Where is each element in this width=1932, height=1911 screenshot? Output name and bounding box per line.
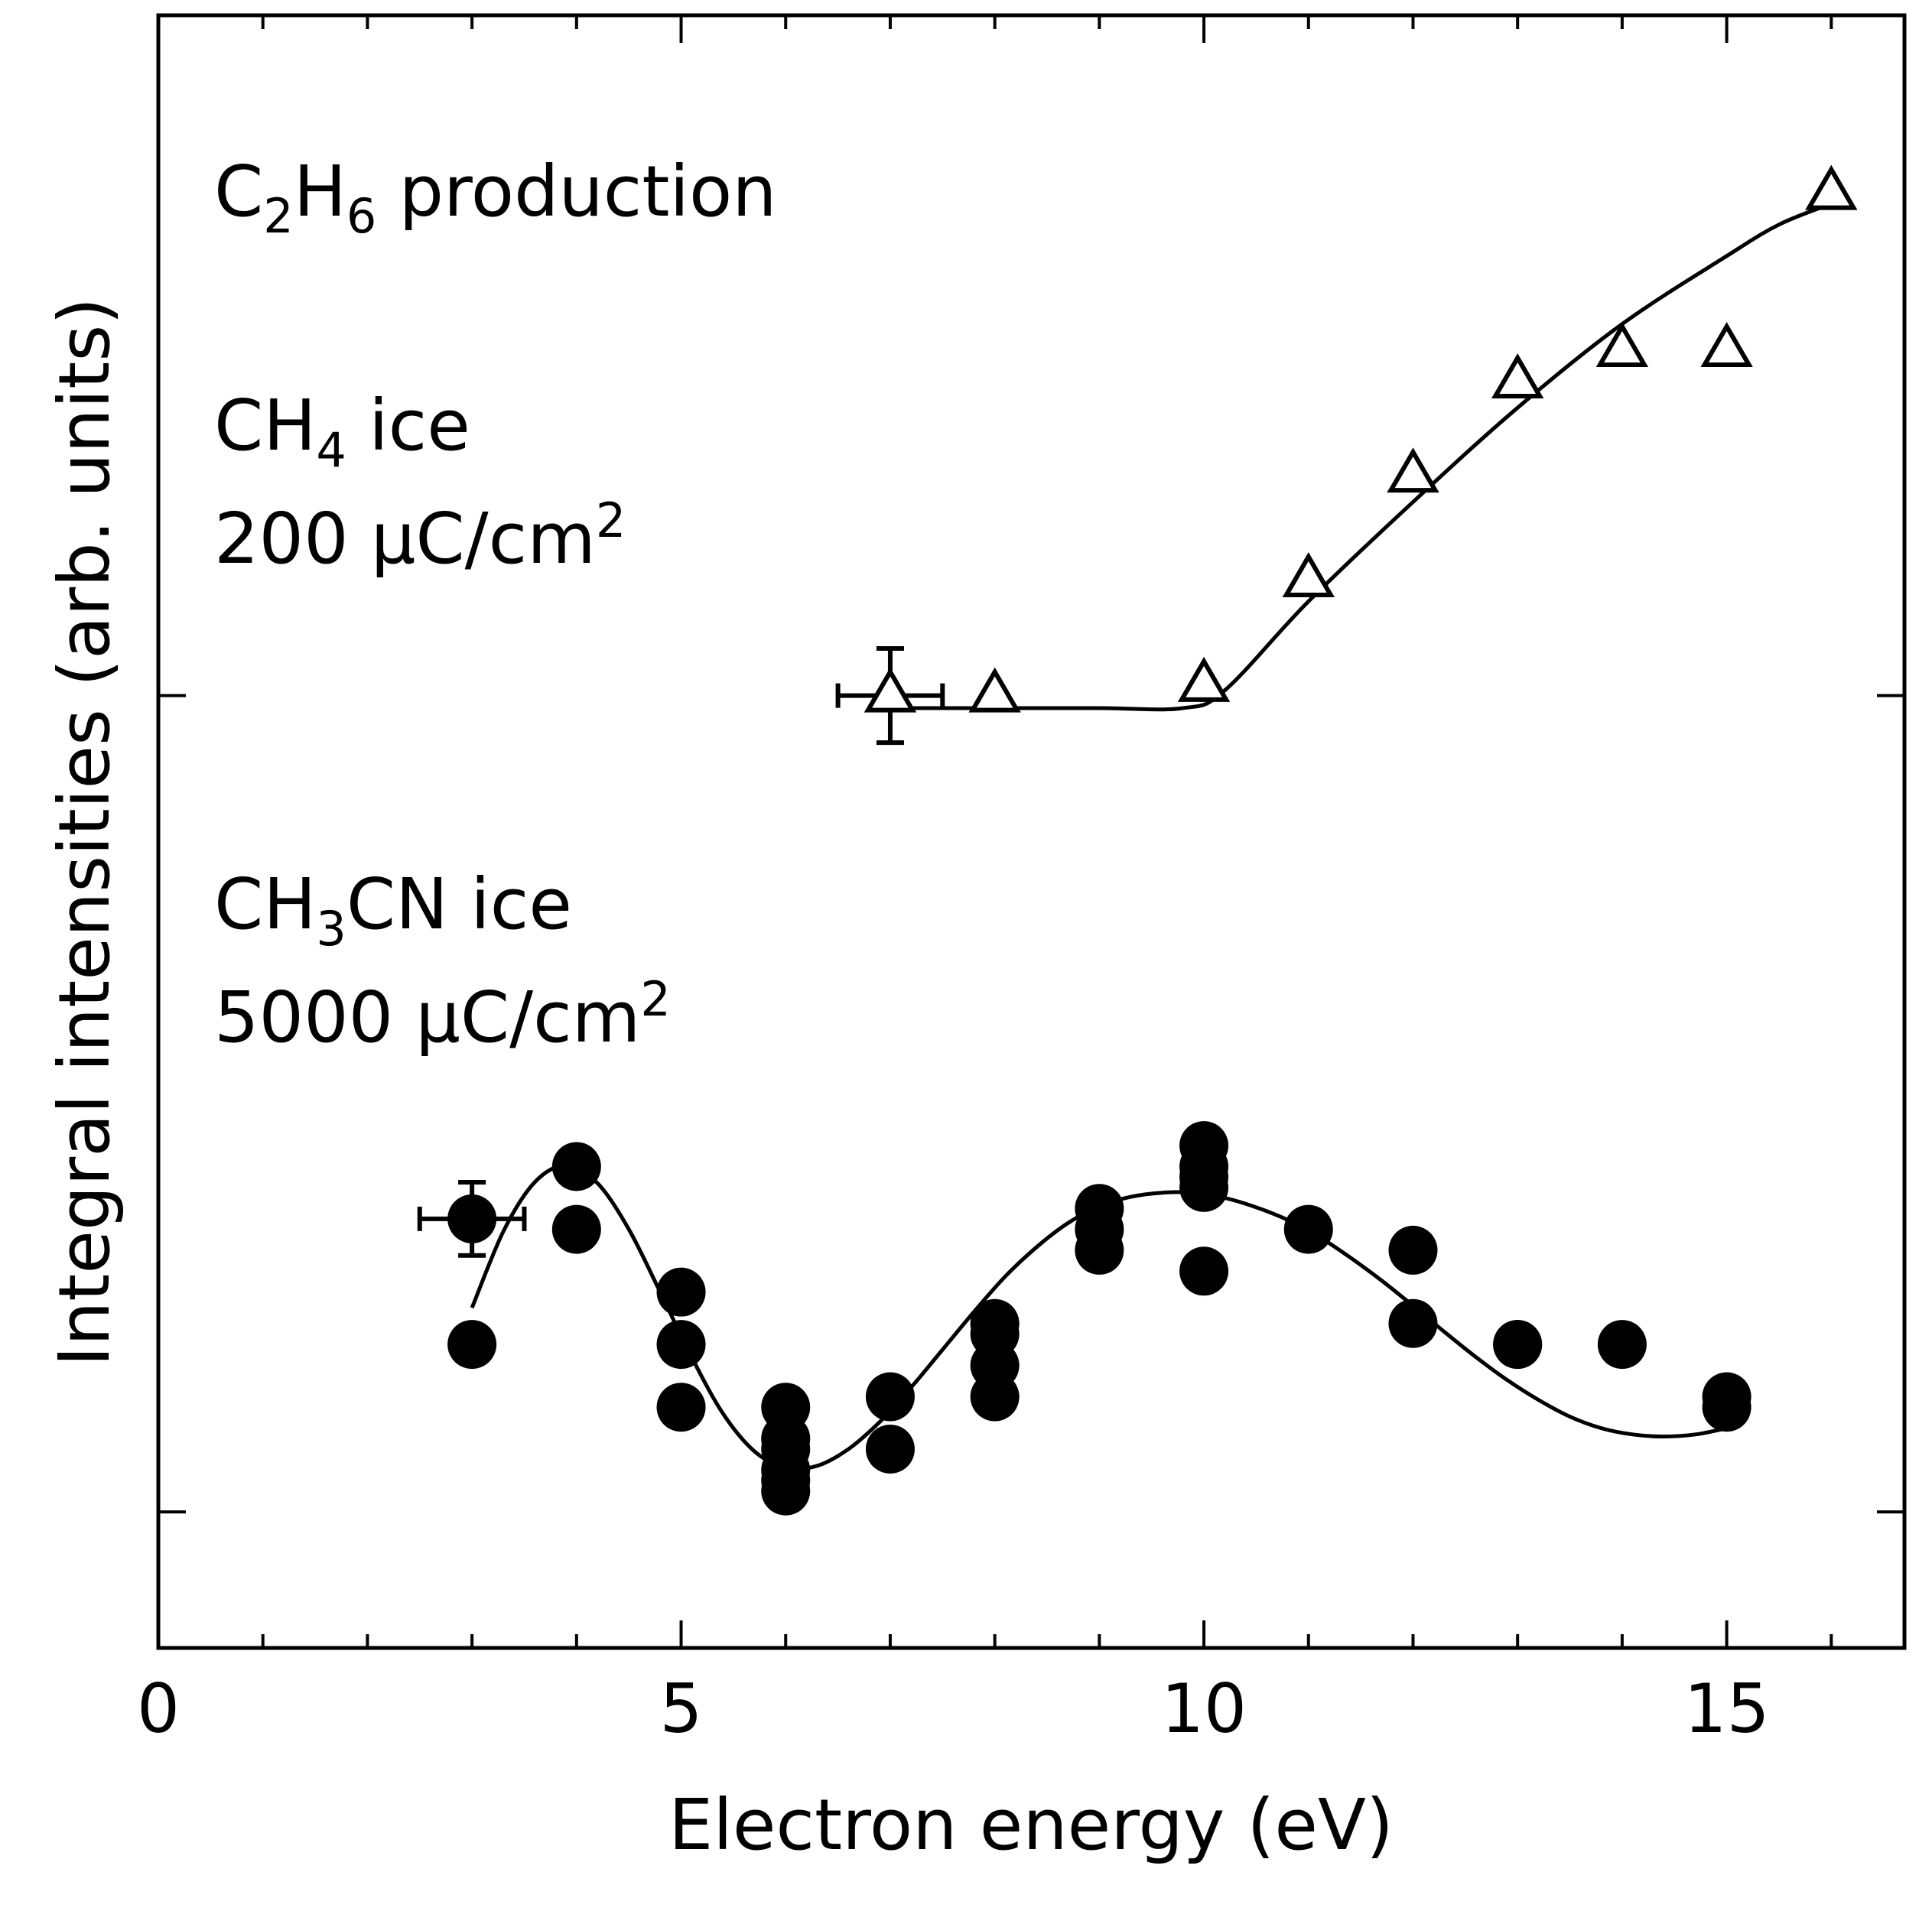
annotation-part: 3 — [316, 901, 346, 957]
marker-circle — [1493, 1320, 1543, 1370]
annotation-part: H — [294, 151, 346, 232]
marker-circle — [1702, 1383, 1751, 1432]
annotation-ch4-dose: 200 μC/cm2 — [214, 492, 626, 580]
marker-circle — [761, 1383, 811, 1432]
x-tick-label: 5 — [660, 1669, 703, 1748]
marker-circle — [447, 1194, 497, 1243]
error-bars — [417, 645, 945, 1258]
marker-circle — [656, 1267, 706, 1317]
annotation-c2h6: C2H6 production — [214, 151, 777, 244]
marker-triangle — [1595, 321, 1649, 367]
x-ticks: 0 5 10 15 — [137, 15, 1833, 1748]
annotation-part: C — [214, 151, 263, 232]
annotation-part: 2 — [640, 971, 670, 1027]
marker-triangle — [1491, 353, 1544, 399]
annotation-ch4-ice: CH4 ice — [214, 385, 470, 478]
marker-circle — [1388, 1225, 1438, 1275]
marker-circle — [551, 1204, 601, 1254]
annotation-part: 2 — [596, 492, 626, 548]
annotation-part: ice — [346, 385, 470, 466]
marker-triangle — [1387, 447, 1439, 493]
annotation-ch3cn-ice: CH3CN ice — [214, 863, 572, 957]
marker-circle — [1179, 1152, 1229, 1202]
marker-triangle — [864, 667, 917, 713]
marker-circle — [656, 1320, 706, 1370]
annotation-part: CH — [214, 385, 316, 466]
annotation-part: 2 — [263, 188, 293, 244]
marker-circle — [447, 1320, 497, 1370]
y-axis-title: Integral intensities (arb. units) — [44, 297, 125, 1367]
annotation-part: production — [376, 151, 776, 232]
marker-circle — [1075, 1225, 1124, 1275]
annotation-part: 200 μC/cm — [214, 498, 596, 580]
marker-circle — [1179, 1246, 1229, 1296]
marker-circle — [1388, 1298, 1438, 1348]
marker-triangle — [1177, 656, 1231, 702]
annotation-part: CN ice — [346, 863, 572, 945]
x-tick-label: 15 — [1684, 1669, 1770, 1748]
marker-circle — [970, 1341, 1020, 1390]
marker-circle — [1283, 1204, 1333, 1254]
data-markers — [447, 164, 1858, 1516]
marker-circle — [865, 1424, 915, 1474]
marker-circle — [865, 1372, 915, 1422]
x-tick-label: 10 — [1161, 1669, 1247, 1748]
marker-circle — [551, 1142, 601, 1191]
marker-triangle — [1700, 321, 1753, 367]
annotation-part: 4 — [316, 422, 346, 478]
annotation-part: CH — [214, 863, 316, 945]
marker-circle — [1597, 1320, 1647, 1370]
marker-triangle — [1805, 164, 1858, 210]
marker-circle — [761, 1466, 811, 1516]
x-tick-label: 0 — [137, 1669, 180, 1748]
marker-triangle — [1282, 552, 1335, 598]
x-axis-title: Electron energy (eV) — [668, 1784, 1394, 1866]
marker-circle — [656, 1383, 706, 1432]
marker-triangle — [968, 667, 1021, 713]
annotation-part: 5000 μC/cm — [214, 977, 640, 1058]
annotation-part: 6 — [346, 188, 376, 244]
fit-curve-ch4 — [890, 201, 1833, 712]
plot-frame — [156, 13, 1907, 1650]
y-ticks — [158, 694, 1904, 1514]
annotation-ch3cn-dose: 5000 μC/cm2 — [214, 971, 671, 1058]
